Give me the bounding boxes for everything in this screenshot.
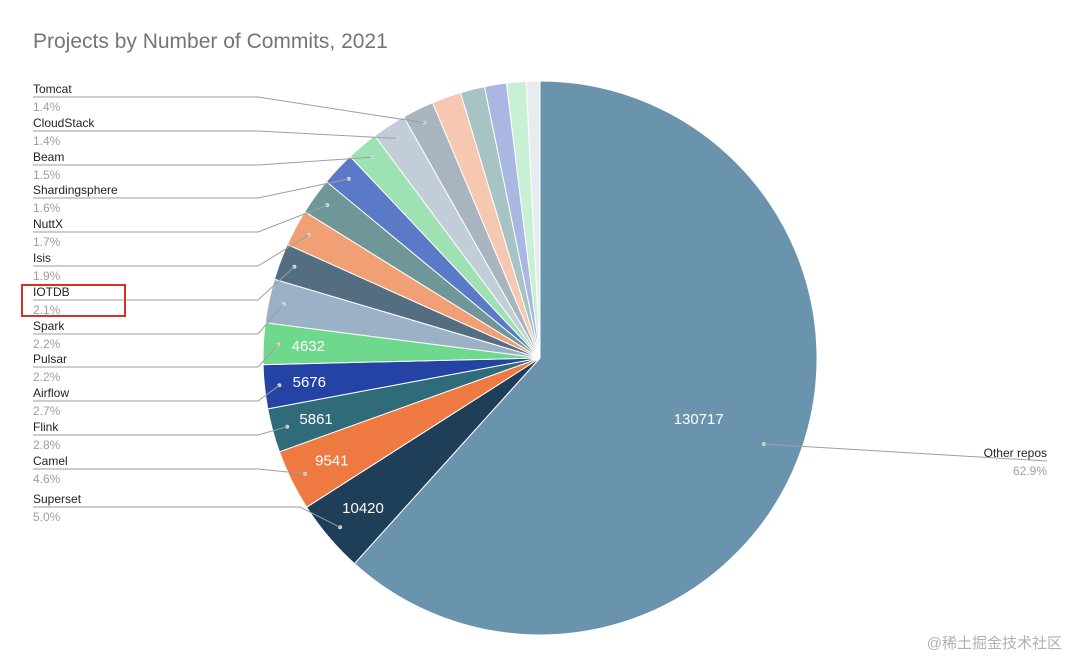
label-name: NuttX	[33, 217, 63, 231]
label-percent: 2.2%	[33, 370, 61, 384]
leader-line	[33, 344, 279, 368]
slice-value-label: 4632	[292, 338, 325, 355]
label-name: Beam	[33, 150, 64, 164]
slice-value-label: 130717	[674, 411, 724, 428]
leader-line	[33, 234, 310, 267]
label-percent: 1.5%	[33, 168, 61, 182]
label-name: Pulsar	[33, 352, 67, 366]
label-percent: 1.9%	[33, 269, 61, 283]
leader-line	[33, 426, 288, 436]
leader-line	[33, 266, 295, 301]
label-name: Camel	[33, 454, 68, 468]
slice-value-label: 10420	[342, 500, 384, 517]
leader-line	[33, 130, 398, 139]
leader-line	[33, 303, 285, 335]
chart-title: Projects by Number of Commits, 2021	[33, 30, 388, 53]
label-percent: 2.2%	[33, 337, 61, 351]
pie-slice-other-repos	[353, 80, 818, 636]
label-name: Superset	[33, 492, 82, 506]
label-percent: 1.4%	[33, 134, 61, 148]
label-percent: 1.4%	[33, 100, 61, 114]
leader-line	[33, 178, 349, 199]
label-name: Spark	[33, 319, 65, 333]
leader-line	[33, 468, 305, 475]
watermark: @稀土掘金技术社区	[926, 635, 1062, 652]
label-percent: 4.6%	[33, 472, 61, 486]
label-name: IOTDB	[33, 285, 70, 299]
iotdb-highlight-box	[21, 284, 126, 317]
leader-line	[33, 506, 341, 528]
label-name: Tomcat	[33, 82, 72, 96]
label-name: Flink	[33, 420, 59, 434]
slice-value-label: 9541	[315, 452, 348, 469]
leader-line	[33, 156, 372, 166]
label-percent: 2.8%	[33, 438, 61, 452]
leader-line	[33, 96, 425, 124]
leader-line	[763, 443, 1048, 462]
label-percent: 2.7%	[33, 404, 61, 418]
pie-slice-unlabeled-18	[525, 80, 541, 359]
label-name: CloudStack	[33, 116, 95, 130]
label-name: Isis	[33, 251, 51, 265]
label-percent: 2.1%	[33, 303, 61, 317]
leader-line	[33, 384, 280, 402]
label-name: Airflow	[33, 386, 69, 400]
leader-line	[33, 204, 328, 233]
label-percent: 5.0%	[33, 510, 61, 524]
label-name: Shardingsphere	[33, 183, 118, 197]
label-name: Other repos	[984, 446, 1047, 460]
label-percent: 62.9%	[1013, 464, 1047, 478]
label-percent: 1.6%	[33, 201, 61, 215]
slice-value-label: 5861	[299, 411, 332, 428]
slice-value-label: 5676	[293, 374, 326, 391]
label-percent: 1.7%	[33, 235, 61, 249]
